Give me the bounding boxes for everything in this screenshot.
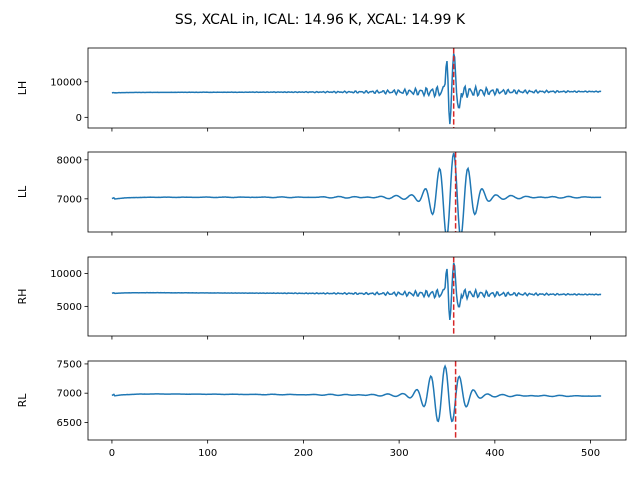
axes-frame bbox=[87, 256, 627, 337]
y-axis-label: RL bbox=[16, 393, 29, 408]
y-axis-label: RH bbox=[16, 289, 29, 305]
figure-title: SS, XCAL in, ICAL: 14.96 K, XCAL: 14.99 … bbox=[175, 12, 466, 28]
y-tick-label: 7000 bbox=[57, 389, 82, 400]
y-axis-label: LL bbox=[16, 185, 29, 198]
series-line-lh bbox=[111, 53, 602, 125]
subplot-rl: 6500 7000 7500 0 100 200 300 400 500 RL bbox=[16, 359, 627, 459]
y-tick-label: 5000 bbox=[57, 302, 82, 313]
y-tick-label: 10000 bbox=[50, 269, 82, 280]
x-tick-label: 500 bbox=[581, 448, 600, 459]
subplot-rh: 5000 10000 RH bbox=[16, 256, 627, 340]
axes-frame bbox=[87, 151, 627, 233]
y-tick-label: 8000 bbox=[57, 155, 82, 166]
y-tick-label: 7000 bbox=[57, 194, 82, 205]
series-line-ll bbox=[111, 152, 602, 232]
series-line-rl bbox=[111, 364, 602, 423]
y-tick-label: 7500 bbox=[57, 359, 82, 370]
subplot-lh: 0 10000 LH bbox=[16, 47, 627, 132]
axes-frame bbox=[87, 47, 627, 129]
y-axis-label: LH bbox=[16, 81, 29, 95]
x-tick-label: 400 bbox=[485, 448, 504, 459]
axes-frame bbox=[87, 360, 627, 441]
y-tick-label: 0 bbox=[76, 113, 82, 124]
x-tick-label: 0 bbox=[109, 448, 115, 459]
x-tick-label: 100 bbox=[198, 448, 217, 459]
y-tick-label: 10000 bbox=[50, 77, 82, 88]
subplot-stack: 010000LH70008000LL500010000RH65007000750… bbox=[16, 47, 627, 459]
series-line-rh bbox=[111, 262, 602, 321]
x-tick-label: 200 bbox=[294, 448, 313, 459]
subplot-ll: 7000 8000 LL bbox=[16, 151, 627, 236]
y-tick-label: 6500 bbox=[57, 418, 82, 429]
x-tick-label: 300 bbox=[390, 448, 409, 459]
